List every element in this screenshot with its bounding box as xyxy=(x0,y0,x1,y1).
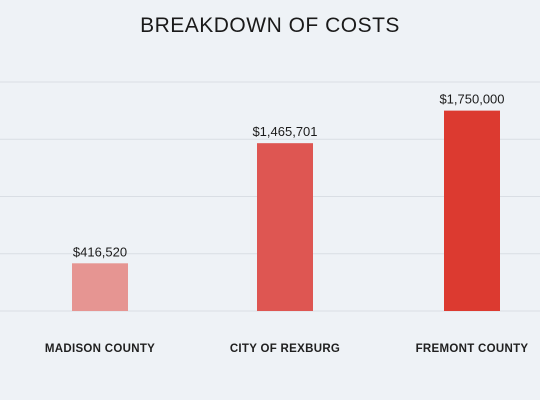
chart-title: BREAKDOWN OF COSTS xyxy=(140,14,400,37)
value-label: $416,520 xyxy=(73,244,127,259)
category-labels: MADISON COUNTY CITY OF REXBURG FREMONT COU… xyxy=(45,343,529,355)
bars xyxy=(72,110,500,311)
category-label: FREMONT COUNTY xyxy=(416,343,529,355)
bar-city-of-rexburg xyxy=(257,143,313,311)
category-label: MADISON COUNTY xyxy=(45,343,155,355)
value-label: $1,750,000 xyxy=(439,92,504,107)
bar-madison-county xyxy=(72,263,128,311)
value-labels: $416,520 $1,465,701 $1,750,000 xyxy=(73,92,505,260)
value-label: $1,465,701 xyxy=(252,124,317,139)
bar-fremont-county xyxy=(444,110,500,311)
category-label: CITY OF REXBURG xyxy=(230,343,340,355)
